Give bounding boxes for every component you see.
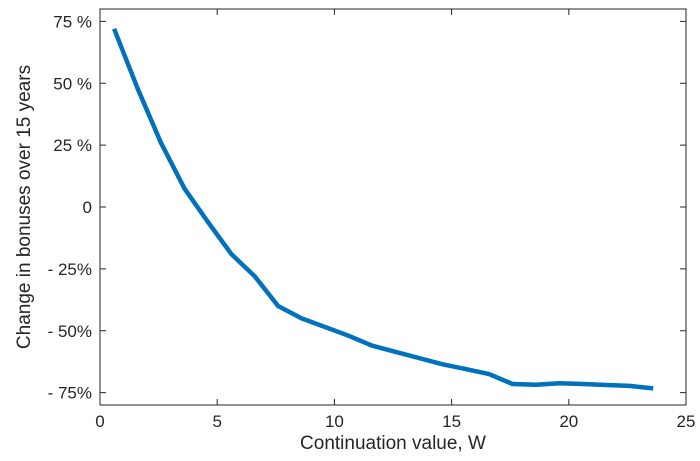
y-axis-label: Change in bonuses over 15 years bbox=[14, 65, 35, 349]
x-tick-label: 10 bbox=[325, 412, 344, 431]
x-tick-label: 0 bbox=[95, 412, 104, 431]
x-tick-label: 20 bbox=[559, 412, 578, 431]
x-tick-label: 25 bbox=[677, 412, 696, 431]
y-tick-label: - 75% bbox=[48, 384, 92, 403]
x-tick-label: 15 bbox=[442, 412, 461, 431]
y-tick-label: - 25% bbox=[48, 260, 92, 279]
y-tick-label: 75 % bbox=[53, 12, 92, 31]
plot-area bbox=[100, 9, 686, 405]
y-tick-label: 50 % bbox=[53, 74, 92, 93]
y-tick-label: 0 bbox=[83, 198, 92, 217]
x-axis-label: Continuation value, W bbox=[300, 433, 486, 454]
y-tick-label: - 50% bbox=[48, 322, 92, 341]
x-tick-label: 5 bbox=[212, 412, 221, 431]
y-tick-label: 25 % bbox=[53, 136, 92, 155]
